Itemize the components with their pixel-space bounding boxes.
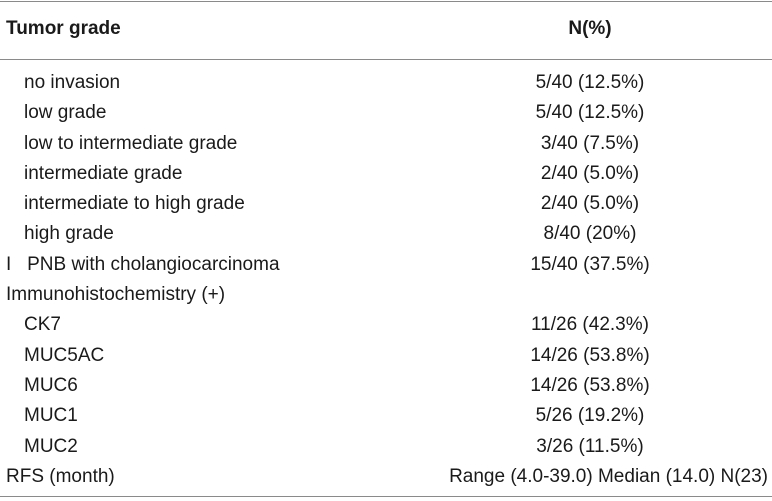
row-value: 2/40 (5.0%) — [540, 193, 640, 215]
row-label: CK7 — [24, 314, 61, 336]
row-label: MUC6 — [24, 374, 78, 396]
table-row: RFS (month) Range (4.0-39.0) Median (14.… — [0, 462, 772, 492]
row-value: 5/40 (12.5%) — [535, 72, 645, 93]
row-value: 5/40 (12.5%) — [535, 102, 645, 124]
row-label: I PNB with cholangiocarcinoma — [6, 253, 280, 275]
row-value: Range (4.0-39.0) Median (14.0) N(23) — [449, 465, 768, 487]
row-label: intermediate to high grade — [24, 193, 245, 215]
header-tumor-grade: Tumor grade — [6, 18, 121, 39]
row-value: 14/26 (53.8%) — [530, 344, 650, 366]
table-row: intermediate to high grade 2/40 (5.0%) — [0, 189, 772, 219]
row-label: RFS (month) — [6, 465, 115, 487]
table-bottom-rule — [0, 496, 772, 497]
table-row: MUC5AC 14/26 (53.8%) — [0, 341, 772, 371]
row-label: high grade — [24, 223, 114, 245]
row-label: low to intermediate grade — [24, 132, 238, 154]
table-row: MUC1 5/26 (19.2%) — [0, 401, 772, 431]
table-row: intermediate grade 2/40 (5.0%) — [0, 159, 772, 189]
row-value: 3/40 (7.5%) — [540, 132, 640, 154]
row-label: intermediate grade — [24, 162, 183, 184]
row-label: MUC2 — [24, 435, 78, 457]
table-section-row: Immunohistochemistry (+) — [0, 280, 772, 310]
table-row: MUC6 14/26 (53.8%) — [0, 371, 772, 401]
table-row: low to intermediate grade 3/40 (7.5%) — [0, 129, 772, 159]
row-value: 11/26 (42.3%) — [531, 314, 649, 336]
table-header: Tumor grade N(%) — [0, 14, 772, 44]
row-value: 15/40 (37.5%) — [530, 253, 650, 275]
section-label: Immunohistochemistry (+) — [6, 284, 226, 306]
table-row: CK7 11/26 (42.3%) — [0, 310, 772, 340]
row-value: 2/40 (5.0%) — [540, 162, 640, 184]
table-row: low grade 5/40 (12.5%) — [0, 98, 772, 128]
row-label: low grade — [24, 102, 107, 124]
table-row: high grade 8/40 (20%) — [0, 219, 772, 249]
row-value: 14/26 (53.8%) — [530, 374, 650, 396]
row-value: 3/26 (11.5%) — [536, 435, 644, 457]
row-value: 5/26 (19.2%) — [535, 405, 645, 427]
row-label: MUC1 — [24, 405, 78, 427]
row-label: MUC5AC — [24, 344, 105, 366]
table-row: I PNB with cholangiocarcinoma 15/40 (37.… — [0, 250, 772, 280]
table-row: MUC2 3/26 (11.5%) — [0, 432, 772, 462]
row-value: 8/40 (20%) — [543, 223, 637, 245]
table-top-rule — [0, 1, 772, 2]
header-n-percent: N(%) — [568, 18, 612, 39]
table-row: no invasion 5/40 (12.5%) — [0, 68, 772, 98]
table-header-rule — [0, 59, 772, 60]
row-label: no invasion — [24, 72, 121, 93]
table-body: no invasion 5/40 (12.5%) low grade 5/40 … — [0, 68, 772, 492]
